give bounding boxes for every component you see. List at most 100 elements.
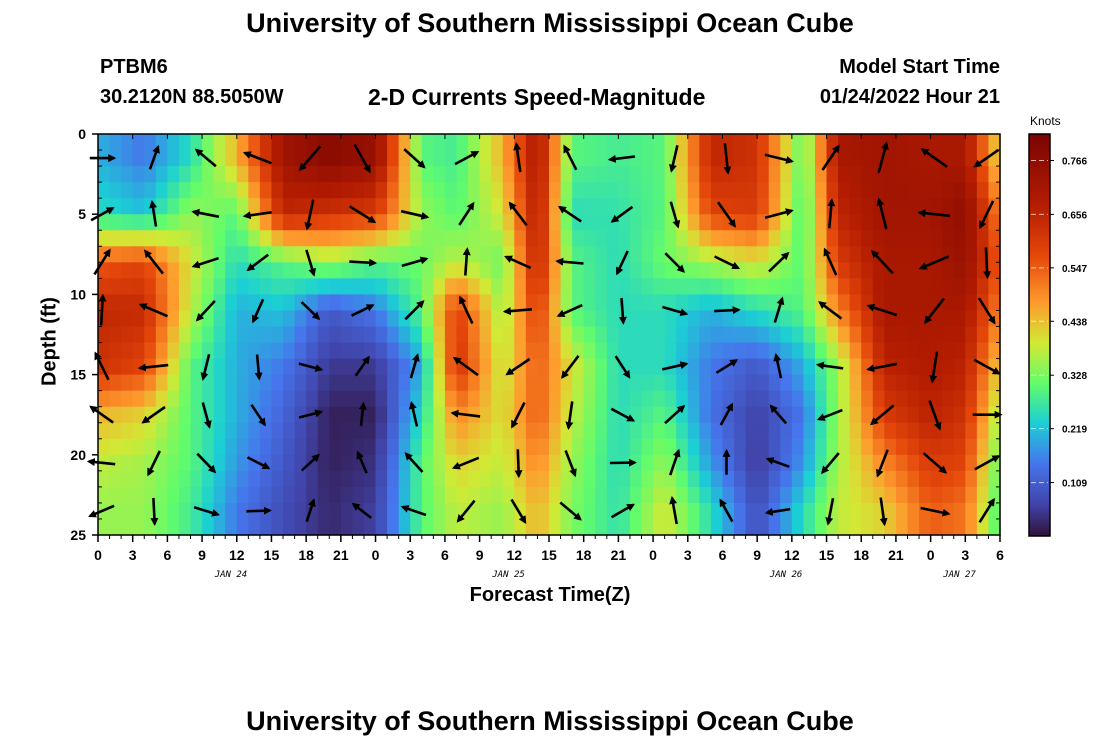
heatmap-cell xyxy=(560,422,573,440)
heatmap-cell xyxy=(121,182,134,199)
current-arrow xyxy=(876,449,889,478)
heatmap-cell xyxy=(942,246,955,263)
heatmap-cell xyxy=(965,470,978,488)
heatmap-cell xyxy=(976,230,990,247)
heatmap-cell xyxy=(572,518,585,536)
heatmap-cell xyxy=(433,342,446,360)
heatmap-cell xyxy=(872,486,885,504)
heatmap-cell xyxy=(109,278,122,295)
heatmap-cell xyxy=(745,390,758,408)
current-arrow xyxy=(879,497,888,527)
heatmap-cell xyxy=(965,390,978,408)
heatmap-cell xyxy=(132,486,145,504)
heatmap-cell xyxy=(734,182,747,199)
heatmap-cell xyxy=(699,518,712,536)
heatmap-cell xyxy=(757,454,770,472)
heatmap-cell xyxy=(491,294,504,312)
heatmap-cell xyxy=(549,454,562,472)
heatmap-cell xyxy=(861,214,874,231)
heatmap-cell xyxy=(306,470,319,488)
heatmap-cell xyxy=(537,246,550,263)
heatmap-cell xyxy=(803,342,816,360)
heatmap-cell xyxy=(606,310,619,328)
heatmap-cell xyxy=(236,182,249,199)
x-tick-label: 6 xyxy=(441,547,449,563)
heatmap-cell xyxy=(213,406,226,424)
heatmap-cell xyxy=(132,438,145,456)
heatmap-cell xyxy=(202,294,215,312)
heatmap-cell xyxy=(468,246,481,263)
heatmap-cell xyxy=(525,198,539,215)
heatmap-cell xyxy=(942,342,955,360)
heatmap-cell xyxy=(861,358,874,376)
heatmap-cell xyxy=(283,310,296,328)
heatmap-cell xyxy=(283,166,296,183)
heatmap-cell xyxy=(329,278,342,295)
heatmap-cell xyxy=(109,422,122,440)
heatmap-cell xyxy=(167,374,180,392)
heatmap-cell xyxy=(444,390,458,408)
heatmap-cell xyxy=(606,470,619,488)
heatmap-cell xyxy=(838,390,851,408)
heatmap-cell xyxy=(444,518,458,536)
heatmap-cell xyxy=(583,246,596,263)
heatmap-cell xyxy=(132,390,145,408)
heatmap-cell xyxy=(583,454,596,472)
heatmap-cell xyxy=(178,342,192,360)
heatmap-cell xyxy=(468,502,481,520)
heatmap-cell xyxy=(572,486,585,504)
heatmap-cell xyxy=(849,246,862,263)
heatmap-cell xyxy=(294,326,307,344)
heatmap-cell xyxy=(363,182,377,199)
heatmap-cell xyxy=(433,150,446,167)
heatmap-cell xyxy=(653,438,666,456)
heatmap-cell xyxy=(976,134,990,151)
heatmap-cell xyxy=(988,486,1001,504)
heatmap-cell xyxy=(757,502,770,520)
heatmap-cell xyxy=(734,310,747,328)
heatmap-cell xyxy=(583,518,596,536)
heatmap-cell xyxy=(745,198,758,215)
heatmap-cell xyxy=(710,310,724,328)
heatmap-cell xyxy=(849,230,862,247)
heatmap-cell xyxy=(294,374,307,392)
heatmap-cell xyxy=(572,166,585,183)
heatmap-cell xyxy=(826,342,839,360)
x-tick-label: 6 xyxy=(163,547,171,563)
heatmap-cell xyxy=(121,198,134,215)
heatmap-cell xyxy=(641,182,654,199)
heatmap-cell xyxy=(814,518,828,536)
heatmap-cell xyxy=(202,182,215,199)
heatmap-cell xyxy=(468,278,481,295)
heatmap-cell xyxy=(919,246,932,263)
heatmap-cell xyxy=(595,166,608,183)
heatmap-cell xyxy=(583,502,596,520)
heatmap-cell xyxy=(722,374,735,392)
heatmap-cell xyxy=(618,246,631,263)
heatmap-cell xyxy=(803,438,816,456)
heatmap-cell xyxy=(502,294,515,312)
heatmap-cell xyxy=(271,342,284,360)
heatmap-cell xyxy=(363,390,377,408)
heatmap-cell xyxy=(699,326,712,344)
heatmap-cell xyxy=(444,246,458,263)
heatmap-cell xyxy=(155,518,168,536)
heatmap-cell xyxy=(456,390,469,408)
heatmap-cell xyxy=(988,470,1001,488)
heatmap-cell xyxy=(884,470,897,488)
heatmap-cell xyxy=(387,374,400,392)
heatmap-cell xyxy=(236,454,249,472)
heatmap-cell xyxy=(953,470,966,488)
heatmap-cell xyxy=(814,166,828,183)
heatmap-cell xyxy=(236,486,249,504)
heatmap-cell xyxy=(363,246,377,263)
heatmap-cell xyxy=(340,454,354,472)
heatmap-cell xyxy=(838,278,851,295)
heatmap-cell xyxy=(178,310,192,328)
heatmap-cell xyxy=(907,374,920,392)
heatmap-cell xyxy=(525,230,539,247)
heatmap-cell xyxy=(387,358,400,376)
heatmap-cell xyxy=(144,310,157,328)
heatmap-cell xyxy=(653,198,666,215)
heatmap-cell xyxy=(363,454,377,472)
